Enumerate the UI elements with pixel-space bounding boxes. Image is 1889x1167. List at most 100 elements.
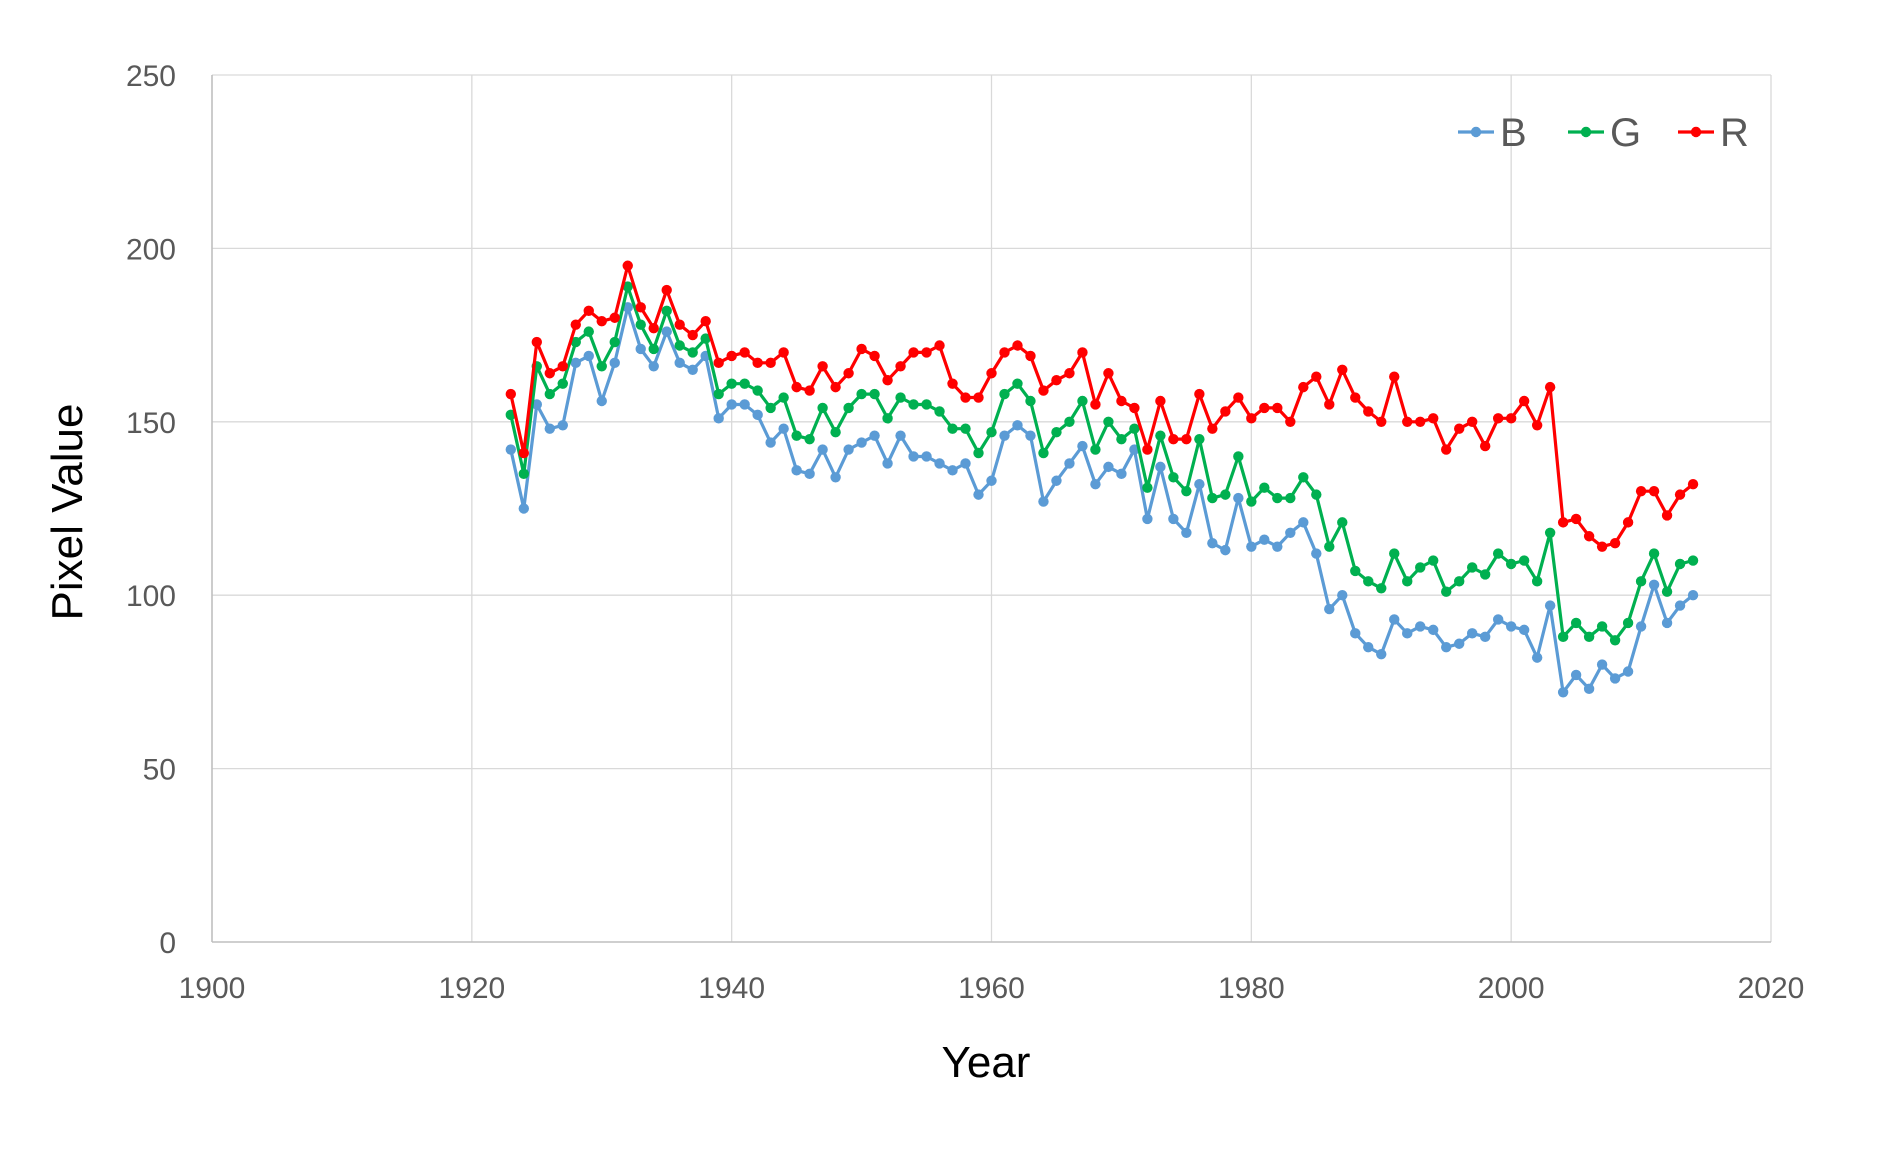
data-point xyxy=(765,437,776,448)
data-point xyxy=(921,451,932,462)
data-point xyxy=(1428,413,1439,424)
data-point xyxy=(1648,579,1660,590)
data-point xyxy=(1064,458,1075,469)
data-point xyxy=(1311,489,1322,500)
data-point xyxy=(1402,416,1413,427)
data-point xyxy=(1259,402,1270,414)
data-point xyxy=(1012,340,1023,351)
data-point xyxy=(713,388,724,400)
data-point xyxy=(531,399,542,410)
data-point xyxy=(830,381,841,393)
data-point xyxy=(635,319,646,330)
data-point xyxy=(609,336,620,348)
data-point xyxy=(1687,555,1699,566)
data-point xyxy=(765,357,776,369)
data-point xyxy=(1363,642,1374,653)
data-point xyxy=(1492,614,1504,625)
data-point xyxy=(1155,395,1166,407)
data-point xyxy=(1337,364,1348,375)
x-tick-label: 2000 xyxy=(1478,972,1545,1005)
data-point xyxy=(830,472,841,483)
data-point xyxy=(1389,614,1400,625)
data-point xyxy=(791,465,802,476)
data-point xyxy=(622,260,633,271)
data-point xyxy=(921,347,932,358)
data-point xyxy=(869,350,880,362)
data-point xyxy=(1038,385,1049,396)
data-point xyxy=(1350,392,1361,403)
data-point xyxy=(843,444,854,455)
data-point xyxy=(1090,479,1101,490)
data-point xyxy=(557,378,568,389)
data-point xyxy=(1298,381,1309,393)
data-point xyxy=(1505,413,1517,424)
data-point xyxy=(1272,492,1283,504)
data-point xyxy=(505,444,517,455)
data-point xyxy=(1557,517,1569,528)
data-point xyxy=(934,458,945,469)
data-point xyxy=(1051,427,1062,438)
data-point xyxy=(1518,395,1530,407)
data-point xyxy=(1298,472,1309,483)
data-point xyxy=(1415,562,1426,573)
data-point xyxy=(570,336,581,348)
data-point xyxy=(1207,492,1218,504)
data-point xyxy=(1168,513,1179,525)
x-tick-labels: 1900 1920 1940 1960 1980 2000 2020 xyxy=(179,972,1805,1005)
data-point xyxy=(622,281,633,292)
data-point xyxy=(1531,420,1543,431)
data-point xyxy=(1454,576,1465,587)
data-point xyxy=(1012,378,1023,389)
y-tick-label: 200 xyxy=(126,233,176,266)
data-point xyxy=(635,302,646,313)
data-point xyxy=(765,402,776,414)
data-point xyxy=(1648,485,1660,497)
data-point xyxy=(1583,683,1595,695)
data-point xyxy=(1635,485,1647,497)
data-point xyxy=(1311,548,1322,559)
data-point xyxy=(1220,544,1231,556)
data-point xyxy=(1363,406,1374,417)
data-point xyxy=(960,392,971,403)
data-point xyxy=(1285,527,1296,538)
data-point xyxy=(1376,583,1387,594)
data-point xyxy=(1272,541,1283,552)
data-point xyxy=(973,447,984,459)
data-point xyxy=(1350,565,1361,577)
data-point xyxy=(1337,590,1348,601)
x-tick-label: 2020 xyxy=(1738,972,1805,1005)
x-tick-label: 1940 xyxy=(698,972,765,1005)
data-point xyxy=(1596,541,1608,552)
data-point xyxy=(1103,461,1114,473)
legend-swatch-marker xyxy=(1470,126,1482,138)
data-point xyxy=(856,343,867,355)
legend-item-R: R xyxy=(1678,111,1749,155)
data-point xyxy=(1207,423,1218,434)
data-point xyxy=(1505,621,1517,632)
data-point xyxy=(1168,433,1179,445)
data-point xyxy=(1466,416,1478,427)
data-point xyxy=(986,475,997,486)
data-point xyxy=(791,381,802,393)
data-point xyxy=(609,357,620,369)
data-point xyxy=(1350,628,1361,639)
legend-item-G: G xyxy=(1568,111,1641,155)
data-point xyxy=(739,347,750,358)
data-point xyxy=(752,357,763,369)
data-point xyxy=(518,447,529,459)
data-point xyxy=(1622,617,1634,629)
y-tick-labels: 0 50 100 150 200 250 xyxy=(126,60,176,960)
data-point xyxy=(1492,548,1504,559)
data-point xyxy=(895,392,906,403)
x-tick-label: 1980 xyxy=(1218,972,1285,1005)
data-point xyxy=(1077,440,1088,452)
data-point xyxy=(1454,638,1465,649)
data-point xyxy=(661,284,672,296)
x-tick-label: 1960 xyxy=(958,972,1025,1005)
data-point xyxy=(999,388,1010,400)
data-point xyxy=(648,322,659,334)
data-point xyxy=(739,399,750,410)
data-point xyxy=(895,430,906,441)
data-point xyxy=(739,378,750,389)
